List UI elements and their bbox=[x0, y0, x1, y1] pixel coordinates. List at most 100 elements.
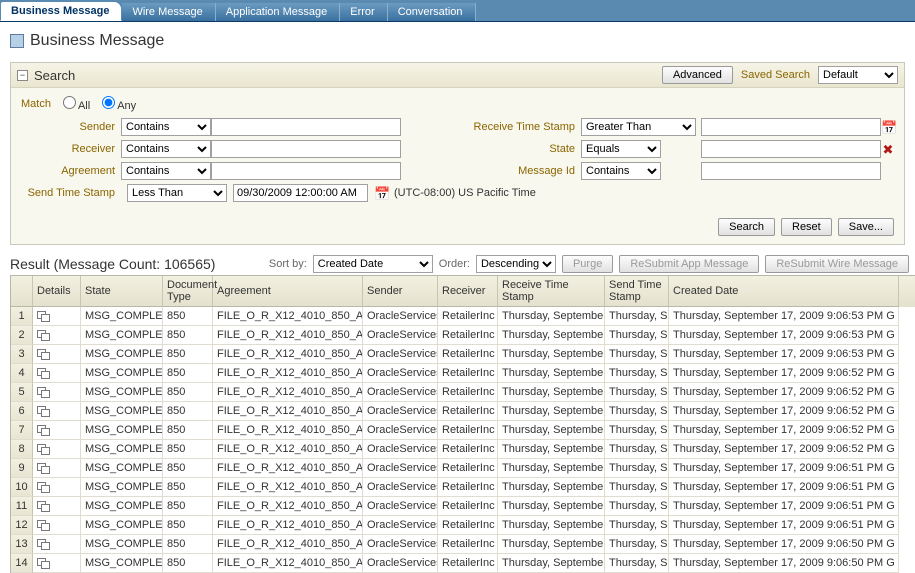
tab-application-message[interactable]: Application Message bbox=[216, 3, 341, 21]
saved-search-select[interactable]: Default bbox=[818, 66, 898, 84]
table-row[interactable]: 14MSG_COMPLETE850FILE_O_R_X12_4010_850_A… bbox=[11, 554, 915, 573]
send-ts-cell: Thursday, Se bbox=[605, 478, 669, 497]
receive-ts-input[interactable] bbox=[701, 118, 881, 136]
details-cell bbox=[33, 345, 81, 364]
table-row[interactable]: 13MSG_COMPLETE850FILE_O_R_X12_4010_850_A… bbox=[11, 535, 915, 554]
send-ts-input[interactable] bbox=[233, 184, 368, 202]
receiver-op[interactable]: Contains bbox=[121, 140, 211, 158]
state-op[interactable]: Equals bbox=[581, 140, 661, 158]
receiver-cell: RetailerInc bbox=[438, 440, 498, 459]
sort-by-label: Sort by: bbox=[269, 258, 307, 270]
receive-ts-op[interactable]: Greater Than bbox=[581, 118, 696, 136]
details-icon[interactable] bbox=[37, 501, 49, 511]
send-ts-cell: Thursday, Se bbox=[605, 307, 669, 326]
column-header[interactable]: Sender bbox=[363, 276, 438, 307]
table-row[interactable]: 5MSG_COMPLETE850FILE_O_R_X12_4010_850_Ag… bbox=[11, 383, 915, 402]
agreement-cell: FILE_O_R_X12_4010_850_Agr bbox=[213, 364, 363, 383]
resubmit-wire-button[interactable]: ReSubmit Wire Message bbox=[765, 255, 909, 273]
tab-error[interactable]: Error bbox=[340, 3, 387, 21]
details-cell bbox=[33, 554, 81, 573]
agreement-input[interactable] bbox=[211, 162, 401, 180]
state-input[interactable] bbox=[701, 140, 881, 158]
table-row[interactable]: 11MSG_COMPLETE850FILE_O_R_X12_4010_850_A… bbox=[11, 497, 915, 516]
column-header[interactable]: Document Type bbox=[163, 276, 213, 307]
sender-cell: OracleServices bbox=[363, 345, 438, 364]
column-header[interactable]: Send Time Stamp bbox=[605, 276, 669, 307]
calendar-icon[interactable]: 📅 bbox=[374, 186, 388, 200]
table-row[interactable]: 2MSG_COMPLETE850FILE_O_R_X12_4010_850_Ag… bbox=[11, 326, 915, 345]
details-icon[interactable] bbox=[37, 368, 49, 378]
delete-icon[interactable]: ✖ bbox=[881, 142, 895, 156]
sort-by-select[interactable]: Created Date bbox=[313, 255, 433, 273]
resubmit-app-button[interactable]: ReSubmit App Message bbox=[619, 255, 759, 273]
state-cell: MSG_COMPLETE bbox=[81, 383, 163, 402]
table-row[interactable]: 9MSG_COMPLETE850FILE_O_R_X12_4010_850_Ag… bbox=[11, 459, 915, 478]
advanced-button[interactable]: Advanced bbox=[662, 66, 733, 84]
reset-button[interactable]: Reset bbox=[781, 218, 832, 236]
match-any-option[interactable]: Any bbox=[98, 96, 136, 112]
column-header[interactable]: Details bbox=[33, 276, 81, 307]
send-ts-cell: Thursday, Se bbox=[605, 535, 669, 554]
table-row[interactable]: 1MSG_COMPLETE850FILE_O_R_X12_4010_850_Ag… bbox=[11, 307, 915, 326]
details-icon[interactable] bbox=[37, 558, 49, 568]
match-all-radio[interactable] bbox=[63, 96, 76, 109]
details-cell bbox=[33, 326, 81, 345]
details-icon[interactable] bbox=[37, 482, 49, 492]
state-cell: MSG_COMPLETE bbox=[81, 307, 163, 326]
table-row[interactable]: 7MSG_COMPLETE850FILE_O_R_X12_4010_850_Ag… bbox=[11, 421, 915, 440]
purge-button[interactable]: Purge bbox=[562, 255, 613, 273]
details-icon[interactable] bbox=[37, 539, 49, 549]
details-icon[interactable] bbox=[37, 463, 49, 473]
row-number: 10 bbox=[11, 478, 33, 497]
details-icon[interactable] bbox=[37, 387, 49, 397]
agreement-cell: FILE_O_R_X12_4010_850_Agr bbox=[213, 497, 363, 516]
match-any-radio[interactable] bbox=[102, 96, 115, 109]
agreement-cell: FILE_O_R_X12_4010_850_Agr bbox=[213, 554, 363, 573]
tab-business-message[interactable]: Business Message bbox=[0, 1, 122, 21]
column-header[interactable]: Receive Time Stamp bbox=[498, 276, 605, 307]
column-header[interactable]: Created Date bbox=[669, 276, 899, 307]
table-row[interactable]: 8MSG_COMPLETE850FILE_O_R_X12_4010_850_Ag… bbox=[11, 440, 915, 459]
send-ts-op[interactable]: Less Than bbox=[127, 184, 227, 202]
receiver-cell: RetailerInc bbox=[438, 459, 498, 478]
sender-op[interactable]: Contains bbox=[121, 118, 211, 136]
details-icon[interactable] bbox=[37, 311, 49, 321]
state-cell: MSG_COMPLETE bbox=[81, 535, 163, 554]
receiver-cell: RetailerInc bbox=[438, 326, 498, 345]
column-header[interactable] bbox=[11, 276, 33, 307]
save-search-button[interactable]: Save... bbox=[838, 218, 894, 236]
search-button[interactable]: Search bbox=[718, 218, 775, 236]
calendar-icon[interactable]: 📅 bbox=[881, 120, 895, 134]
agreement-op[interactable]: Contains bbox=[121, 162, 211, 180]
tab-wire-message[interactable]: Wire Message bbox=[122, 3, 215, 21]
state-cell: MSG_COMPLETE bbox=[81, 326, 163, 345]
column-header[interactable]: State bbox=[81, 276, 163, 307]
sender-cell: OracleServices bbox=[363, 402, 438, 421]
row-number: 14 bbox=[11, 554, 33, 573]
details-icon[interactable] bbox=[37, 330, 49, 340]
details-icon[interactable] bbox=[37, 444, 49, 454]
tab-conversation[interactable]: Conversation bbox=[388, 3, 476, 21]
message-id-op[interactable]: Contains bbox=[581, 162, 661, 180]
created-cell: Thursday, September 17, 2009 9:06:51 PM … bbox=[669, 459, 899, 478]
details-icon[interactable] bbox=[37, 349, 49, 359]
result-title: Result (Message Count: 106565) bbox=[10, 256, 215, 272]
collapse-toggle[interactable]: − bbox=[17, 70, 28, 81]
table-row[interactable]: 6MSG_COMPLETE850FILE_O_R_X12_4010_850_Ag… bbox=[11, 402, 915, 421]
table-row[interactable]: 4MSG_COMPLETE850FILE_O_R_X12_4010_850_Ag… bbox=[11, 364, 915, 383]
order-select[interactable]: Descending bbox=[476, 255, 556, 273]
sender-input[interactable] bbox=[211, 118, 401, 136]
table-row[interactable]: 3MSG_COMPLETE850FILE_O_R_X12_4010_850_Ag… bbox=[11, 345, 915, 364]
details-icon[interactable] bbox=[37, 425, 49, 435]
created-cell: Thursday, September 17, 2009 9:06:52 PM … bbox=[669, 364, 899, 383]
column-header[interactable]: Receiver bbox=[438, 276, 498, 307]
match-all-option[interactable]: All bbox=[59, 96, 90, 112]
details-icon[interactable] bbox=[37, 406, 49, 416]
column-header[interactable]: Agreement bbox=[213, 276, 363, 307]
receiver-input[interactable] bbox=[211, 140, 401, 158]
table-row[interactable]: 12MSG_COMPLETE850FILE_O_R_X12_4010_850_A… bbox=[11, 516, 915, 535]
details-icon[interactable] bbox=[37, 520, 49, 530]
message-id-input[interactable] bbox=[701, 162, 881, 180]
table-row[interactable]: 10MSG_COMPLETE850FILE_O_R_X12_4010_850_A… bbox=[11, 478, 915, 497]
created-cell: Thursday, September 17, 2009 9:06:52 PM … bbox=[669, 440, 899, 459]
